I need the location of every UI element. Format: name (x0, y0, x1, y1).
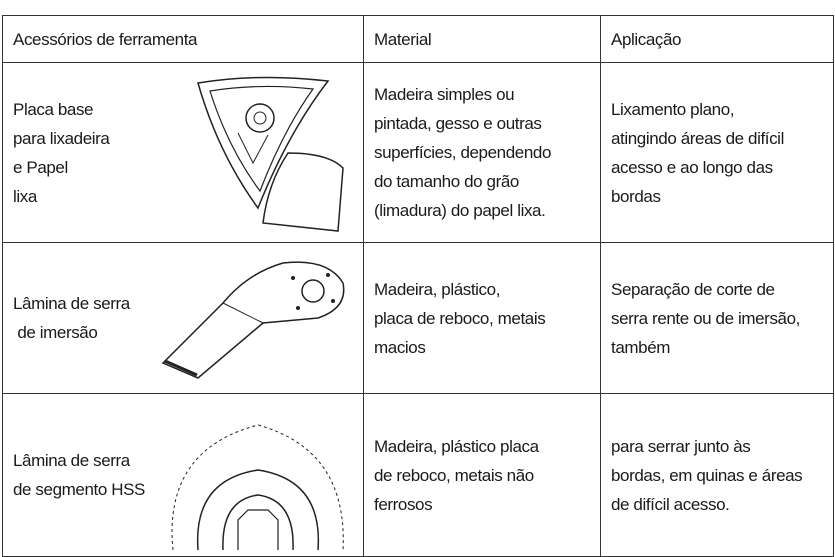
cell: para serrar junto às bordas, em quinas e … (600, 393, 834, 557)
cell-text: bordas (611, 186, 661, 206)
plunge-blade-image (161, 261, 345, 379)
lines: Lâmina de serra de segmento HSS (13, 446, 145, 504)
header-cell: Acessórios de ferramenta (2, 15, 364, 63)
cell-text: Lâmina de serra (13, 451, 130, 470)
lines: Madeira, plástico placa de reboco, metais… (374, 432, 590, 519)
lines: Madeira, plástico, placa de reboco, metai… (374, 275, 590, 362)
sanding-plate-image (197, 76, 344, 232)
cell-text: atingindo áreas de difícil (611, 128, 784, 148)
lines: Placa base para lixadeira e Papel lixa (13, 95, 110, 211)
cell-text: acesso e ao longo das (611, 157, 773, 177)
cell-text: macios (374, 337, 426, 357)
row: Placa base para lixadeira e Papel lixa Made… (2, 62, 834, 243)
cell-text: também (611, 337, 671, 357)
cell-text: de imersão (13, 323, 98, 342)
accessories-table: Acessórios de ferramenta Material Aplica… (2, 15, 834, 557)
cell-text: de reboco, metais não (374, 465, 534, 485)
cell-text: pintada, gesso e outras (374, 114, 542, 133)
cell: Madeira simples ou pintada, gesso e outra… (363, 62, 601, 243)
header-row: Acessórios de ferramenta Material Aplica… (2, 15, 834, 63)
cell-text: Placa base (13, 99, 94, 119)
cell: Lâmina de serra de segmento HSS (2, 393, 364, 557)
cell-text: para serrar junto às (611, 436, 751, 456)
cell-content: Lâmina de serra de segmento HSS (13, 400, 353, 550)
cell: Madeira, plástico, placa de reboco, metai… (363, 242, 601, 394)
cell-text: lixa (13, 186, 37, 206)
cell-text: para lixadeira (13, 128, 110, 148)
cell-text: Madeira, plástico, (374, 279, 501, 299)
cell-content: Lâmina de serra de imersão (13, 253, 353, 383)
cell-text: placa de reboco, metais (374, 308, 546, 328)
cell-text: Separação de corte de (611, 279, 775, 299)
lines: Lixamento plano, atingindo áreas de difíc… (611, 95, 823, 211)
header-text: Material (374, 29, 432, 49)
cell-text: serra rente ou de imersão, (611, 308, 800, 328)
cell-text: superfícies, dependendo (374, 143, 551, 162)
cell-text: Madeira simples ou (374, 85, 515, 104)
lines: Madeira simples ou pintada, gesso e outra… (374, 80, 590, 225)
cell: Separação de corte de serra rente ou de i… (600, 242, 834, 394)
cell-text: de difícil acesso. (611, 494, 730, 514)
cell-text: Lâmina de serra (13, 294, 130, 313)
row: Lâmina de serra de segmento HSS Madeira, … (2, 393, 834, 557)
cell: Madeira, plástico placa de reboco, metais… (363, 393, 601, 557)
cell: Lixamento plano, atingindo áreas de difíc… (600, 62, 834, 243)
header-cell: Material (363, 15, 601, 63)
header-text: Acessórios de ferramenta (13, 29, 198, 49)
row: Lâmina de serra de imersão Madeira, plás… (2, 242, 834, 394)
segment-blade-image (171, 424, 344, 550)
cell-text: do tamanho do grão (374, 172, 519, 191)
cell-text: e Papel (13, 157, 68, 177)
cell: Lâmina de serra de imersão (2, 242, 364, 394)
cell-text: (limadura) do papel lixa. (374, 201, 546, 220)
cell-text: Madeira, plástico placa (374, 436, 539, 456)
cell-content: Placa base para lixadeira e Papel lixa (13, 73, 353, 233)
lines: Separação de corte de serra rente ou de i… (611, 275, 823, 362)
lines: para serrar junto às bordas, em quinas e … (611, 432, 823, 519)
lines: Lâmina de serra de imersão (13, 289, 130, 347)
cell-text: de segmento HSS (13, 480, 145, 499)
cell: Placa base para lixadeira e Papel lixa (2, 62, 364, 243)
cell-text: Lixamento plano, (611, 99, 735, 119)
header-cell: Aplicação (600, 15, 834, 63)
cell-text: ferrosos (374, 494, 433, 514)
cell-text: bordas, em quinas e áreas (611, 465, 803, 485)
header-text: Aplicação (611, 29, 682, 49)
